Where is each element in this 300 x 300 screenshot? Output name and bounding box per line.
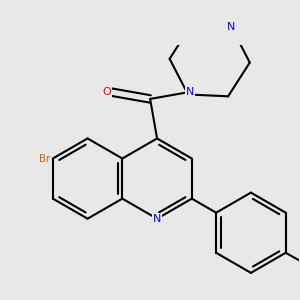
Text: O: O (103, 87, 111, 97)
Text: N: N (153, 214, 161, 224)
Text: N: N (227, 22, 236, 32)
Text: Br: Br (39, 154, 50, 164)
Text: N: N (185, 87, 194, 97)
